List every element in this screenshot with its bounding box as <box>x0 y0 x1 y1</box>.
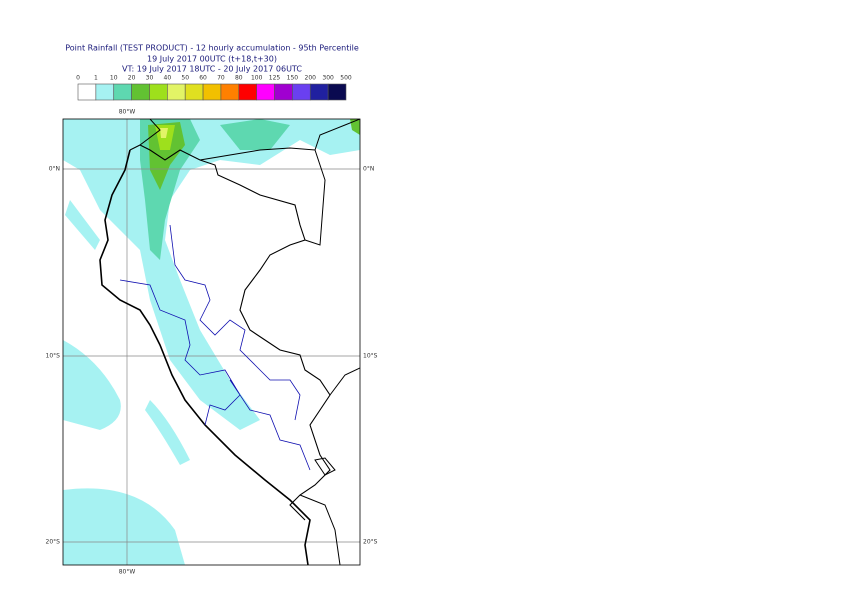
legend-label: 60 <box>199 75 207 82</box>
legend-swatch <box>95 83 115 101</box>
legend-label: 30 <box>146 75 154 82</box>
legend-label: 50 <box>181 75 189 82</box>
map: 80°W 80°W 0°N 0°N 10°S 10°S 20°S 20°S <box>46 109 378 576</box>
legend-label: 125 <box>269 75 281 82</box>
lon-label: 80°W <box>119 569 136 576</box>
borders <box>99 119 360 565</box>
lat-label: 20°S <box>363 539 378 546</box>
legend-label: 1 <box>94 75 98 82</box>
legend-label: 70 <box>217 75 225 82</box>
legend-swatch <box>167 83 186 101</box>
color-legend: 0 1 10 20 30 40 50 60 70 80 100 125 150 200 300 500 <box>76 75 352 101</box>
legend-swatch <box>149 83 168 101</box>
legend-label: 0 <box>76 75 80 82</box>
legend-swatch <box>202 83 222 101</box>
lat-label: 0°N <box>49 166 60 173</box>
legend-swatch <box>220 83 240 101</box>
legend-swatch <box>131 83 150 101</box>
legend-label: 40 <box>164 75 172 82</box>
legend-label: 20 <box>128 75 136 82</box>
legend-label: 200 <box>305 75 317 82</box>
graticule <box>63 119 360 565</box>
legend-label: 150 <box>287 75 299 82</box>
run-time: 19 July 2017 00UTC (t+18,t+30) <box>147 55 277 64</box>
legend-label: 300 <box>322 75 334 82</box>
legend-swatch <box>274 83 293 101</box>
legend-swatch <box>238 83 257 101</box>
legend-swatch <box>327 83 347 101</box>
valid-time: VT: 19 July 2017 18UTC - 20 July 2017 06… <box>122 65 302 74</box>
legend-swatch <box>256 83 275 101</box>
legend-label: 100 <box>251 75 263 82</box>
legend-label: 80 <box>235 75 243 82</box>
lat-label: 0°N <box>363 166 374 173</box>
legend-swatch <box>309 83 329 101</box>
lon-label: 80°W <box>119 109 136 116</box>
legend-swatch <box>77 83 97 101</box>
title: Point Rainfall (TEST PRODUCT) - 12 hourl… <box>65 44 359 53</box>
rain-field <box>63 119 360 565</box>
legend-swatch <box>184 83 204 101</box>
legend-swatch <box>113 83 132 101</box>
lat-label: 20°S <box>46 539 61 546</box>
lat-label: 10°S <box>46 353 61 360</box>
legend-swatch <box>292 83 311 101</box>
legend-label: 10 <box>110 75 118 82</box>
legend-label: 500 <box>340 75 352 82</box>
lat-label: 10°S <box>363 353 378 360</box>
